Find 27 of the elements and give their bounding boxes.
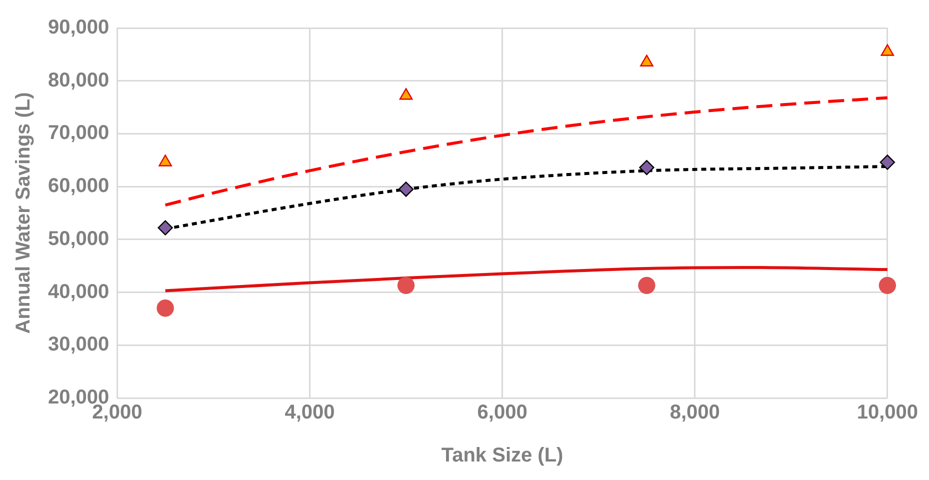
y-tick-label: 70,000: [48, 122, 110, 144]
y-tick-label: 40,000: [48, 280, 110, 303]
point: [639, 160, 654, 176]
point: [158, 220, 173, 236]
point: [878, 276, 896, 294]
y-tick-label: 80,000: [48, 69, 110, 92]
y-tick-label: 30,000: [48, 334, 110, 356]
x-tick-label: 8,000: [670, 402, 720, 424]
x-tick-label: 4,000: [284, 402, 335, 424]
x-tick-label: 6,000: [477, 402, 528, 424]
point: [158, 154, 172, 166]
point: [880, 44, 894, 56]
point: [399, 88, 413, 100]
point: [638, 276, 656, 294]
point: [398, 182, 414, 197]
point: [156, 300, 174, 317]
line-series: [164, 96, 889, 207]
x-axis-title: Tank Size (L): [441, 444, 564, 467]
y-tick-label: 60,000: [48, 175, 110, 198]
point: [880, 154, 896, 170]
point: [397, 276, 415, 294]
line-series: [164, 266, 889, 292]
y-tick-label: 90,000: [48, 16, 110, 39]
y-axis-title: Annual Water Savings (L): [12, 92, 35, 334]
x-tick-label: 10,000: [856, 402, 918, 424]
y-tick-label: 50,000: [48, 228, 110, 250]
point: [640, 54, 654, 66]
